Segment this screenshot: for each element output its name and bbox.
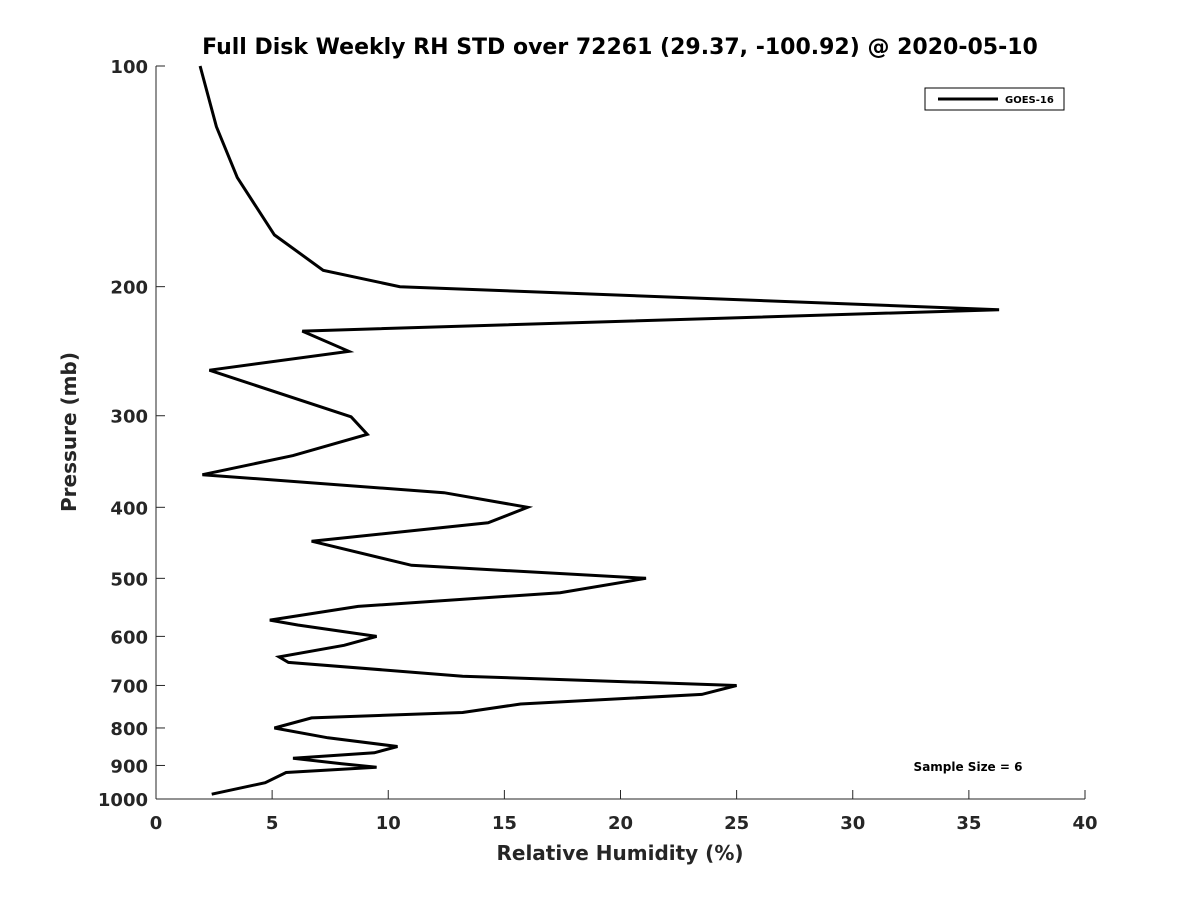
x-tick-label: 25	[724, 813, 749, 834]
x-axis-ticks: 0 5 10 15 20 25 30 35 40	[150, 790, 1098, 834]
y-axis-ticks: 100 200 300 400 500 600 700 800 900 1000	[98, 57, 165, 811]
x-tick-label: 10	[376, 813, 401, 834]
x-tick-label: 20	[608, 813, 633, 834]
x-tick-label: 35	[956, 813, 981, 834]
x-tick-label: 5	[266, 813, 279, 834]
legend-label: GOES-16	[1005, 95, 1054, 106]
legend: GOES-16	[924, 87, 1065, 111]
x-tick-label: 40	[1072, 813, 1097, 834]
y-tick-label: 200	[110, 278, 148, 299]
series-layer	[198, 65, 1000, 796]
axes	[155, 66, 1085, 800]
y-tick-label: 700	[110, 676, 148, 697]
y-tick-label: 500	[110, 569, 148, 590]
x-tick-label: 0	[150, 813, 163, 834]
chart-title: Full Disk Weekly RH STD over 72261 (29.3…	[202, 35, 1038, 60]
x-tick-label: 30	[840, 813, 865, 834]
y-tick-label: 300	[110, 407, 148, 428]
y-tick-label: 100	[110, 57, 148, 78]
y-tick-label: 800	[110, 719, 148, 740]
x-tick-label: 15	[492, 813, 517, 834]
series-line-goes16	[198, 65, 1000, 796]
y-tick-label: 900	[110, 756, 148, 777]
sample-size-annotation: Sample Size = 6	[914, 760, 1023, 774]
y-tick-label: 1000	[98, 790, 148, 811]
y-axis-label: Pressure (mb)	[57, 352, 81, 512]
y-tick-label: 600	[110, 627, 148, 648]
y-tick-label: 400	[110, 498, 148, 519]
x-axis-label: Relative Humidity (%)	[496, 841, 743, 865]
